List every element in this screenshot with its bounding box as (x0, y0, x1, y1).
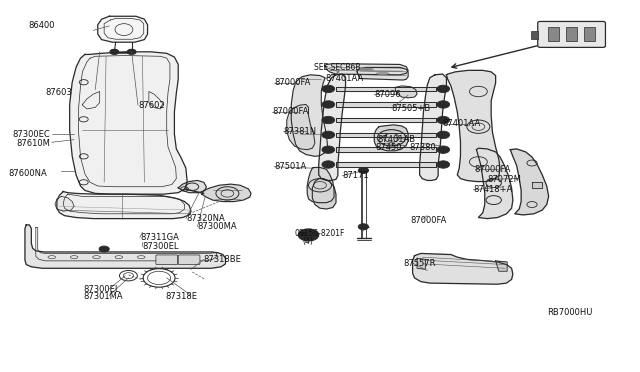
Polygon shape (307, 167, 334, 203)
Circle shape (303, 232, 314, 238)
Text: 87401AA: 87401AA (443, 119, 481, 128)
Text: 87600NA: 87600NA (8, 169, 47, 177)
Polygon shape (336, 162, 436, 167)
Text: 87610M: 87610M (17, 139, 51, 148)
Polygon shape (98, 16, 148, 42)
Text: 87501A: 87501A (274, 162, 307, 171)
Polygon shape (287, 105, 315, 150)
Bar (584, 28, 595, 41)
Polygon shape (336, 147, 436, 152)
Circle shape (358, 167, 369, 173)
Ellipse shape (376, 72, 390, 75)
Circle shape (110, 49, 119, 54)
Text: 87000FA: 87000FA (272, 108, 308, 116)
Text: 87300EL: 87300EL (84, 285, 120, 294)
Text: 87602: 87602 (138, 101, 164, 110)
Text: 87300EL: 87300EL (143, 241, 179, 250)
Circle shape (437, 131, 450, 138)
Circle shape (298, 229, 319, 241)
Text: 87603: 87603 (45, 88, 72, 97)
Circle shape (437, 85, 450, 93)
Circle shape (358, 224, 369, 230)
Text: SEE SECB6B: SEE SECB6B (314, 63, 360, 72)
Text: 87000FA: 87000FA (411, 216, 447, 225)
Polygon shape (374, 125, 408, 151)
Text: B: B (301, 232, 305, 237)
Polygon shape (70, 52, 187, 194)
FancyBboxPatch shape (156, 255, 177, 264)
Text: 87380: 87380 (410, 142, 436, 151)
Circle shape (437, 146, 450, 153)
Polygon shape (336, 102, 436, 107)
Text: 87000FA: 87000FA (474, 165, 511, 174)
Text: RB7000HU: RB7000HU (547, 308, 592, 317)
Polygon shape (413, 253, 513, 284)
Polygon shape (495, 261, 507, 271)
Circle shape (437, 161, 450, 168)
Circle shape (322, 101, 335, 108)
Text: 87000FA: 87000FA (274, 78, 310, 87)
Circle shape (99, 246, 109, 252)
Bar (548, 28, 559, 41)
Text: 87300EC: 87300EC (12, 130, 50, 140)
Polygon shape (178, 180, 206, 193)
Circle shape (437, 101, 450, 108)
Polygon shape (357, 67, 408, 80)
Polygon shape (336, 87, 436, 91)
Circle shape (322, 116, 335, 124)
Polygon shape (476, 148, 513, 219)
FancyBboxPatch shape (538, 22, 605, 47)
Polygon shape (25, 225, 225, 268)
Polygon shape (336, 133, 436, 137)
Circle shape (102, 247, 107, 250)
Text: 87418+A: 87418+A (473, 185, 513, 194)
Polygon shape (55, 196, 74, 211)
Circle shape (322, 161, 335, 168)
Circle shape (437, 116, 450, 124)
Circle shape (322, 131, 335, 138)
Circle shape (322, 146, 335, 153)
Circle shape (322, 85, 335, 93)
Polygon shape (312, 179, 336, 209)
Text: 87401AA: 87401AA (325, 74, 364, 83)
Text: 87318E: 87318E (166, 292, 198, 301)
Bar (566, 28, 577, 41)
Polygon shape (325, 64, 408, 75)
Text: (4): (4) (302, 237, 313, 246)
Polygon shape (291, 75, 328, 156)
Polygon shape (532, 182, 542, 188)
Text: 87450: 87450 (375, 142, 401, 151)
Text: 87557R: 87557R (403, 259, 435, 267)
Text: 87318BE: 87318BE (204, 255, 242, 264)
Polygon shape (336, 118, 436, 122)
Text: 87300MA: 87300MA (197, 222, 237, 231)
Text: 87096: 87096 (374, 90, 401, 99)
Polygon shape (202, 184, 251, 202)
Polygon shape (57, 192, 191, 219)
Text: 87171: 87171 (342, 171, 369, 180)
Text: 86400: 86400 (28, 22, 55, 31)
FancyBboxPatch shape (178, 255, 200, 264)
Text: 87320NA: 87320NA (186, 214, 225, 223)
Text: 87311GA: 87311GA (140, 232, 179, 242)
Text: 87381N: 87381N (283, 126, 316, 136)
Polygon shape (420, 74, 447, 180)
Polygon shape (396, 86, 417, 98)
Circle shape (127, 49, 136, 54)
Text: 08156-8201F: 08156-8201F (294, 229, 345, 238)
Polygon shape (510, 149, 548, 215)
Polygon shape (319, 74, 346, 180)
Ellipse shape (358, 68, 374, 71)
Polygon shape (417, 258, 426, 269)
Text: 87301MA: 87301MA (84, 292, 124, 301)
Polygon shape (447, 70, 500, 182)
Text: 87072M: 87072M (487, 175, 521, 184)
Bar (531, 31, 538, 39)
Text: 87505+B: 87505+B (392, 104, 431, 113)
Text: 87401AB: 87401AB (378, 135, 415, 144)
